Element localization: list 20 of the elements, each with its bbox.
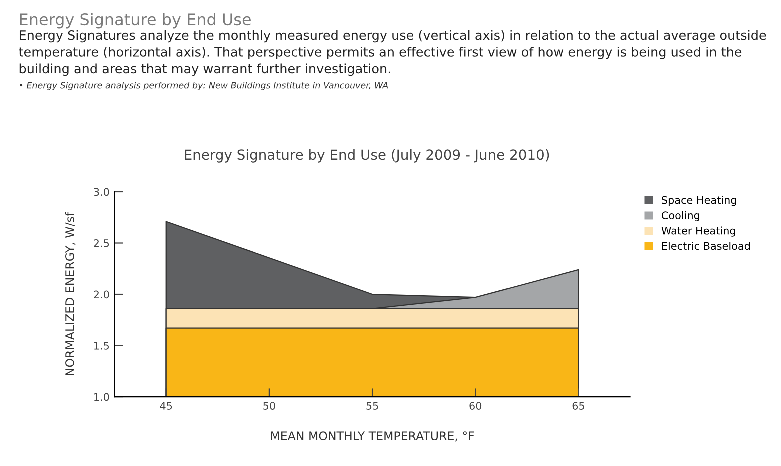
y-axis-title: NORMALIZED ENERGY, W/sf: [65, 212, 76, 376]
y-tick-label: 1.5: [94, 342, 110, 350]
chart-title: Energy Signature by End Use: [20, 13, 251, 29]
y-tick-label: 2.5: [94, 239, 110, 248]
text: • Energy Signature analysis performed by: New Buildings Institute in Vancouver, WA: [20, 82, 388, 90]
x-tick-label: 65: [572, 402, 584, 410]
x-tick-label: 60: [470, 402, 482, 410]
text: Energy Signature by End Use (July 2009 - June 2010): [185, 149, 550, 163]
x-tick-label: 45: [160, 402, 172, 410]
legend-label: Cooling: [662, 211, 700, 222]
x-tick-label: 50: [264, 402, 276, 410]
legend-label: Electric Baseload: [662, 242, 750, 250]
y-tick-label: 2.0: [94, 290, 110, 299]
chart-subtitle: Energy Signatures analyze the monthly measured energy use (vertical axis) in relation to the actual average outside temperature (horizontal axis). That perspective permits an effective first view of how energy is being used in the building and areas that may warrant further investigation.: [19, 30, 766, 76]
y-tick-label: 3.0: [94, 188, 110, 196]
y-tick-label: 1.0: [94, 393, 110, 402]
x-axis-title: MEAN MONTHLY TEMPERATURE, °F: [271, 432, 474, 442]
legend-label: Water Heating: [662, 226, 736, 237]
x-tick-label: 55: [366, 402, 378, 410]
legend-label: Space Heating: [662, 196, 736, 206]
